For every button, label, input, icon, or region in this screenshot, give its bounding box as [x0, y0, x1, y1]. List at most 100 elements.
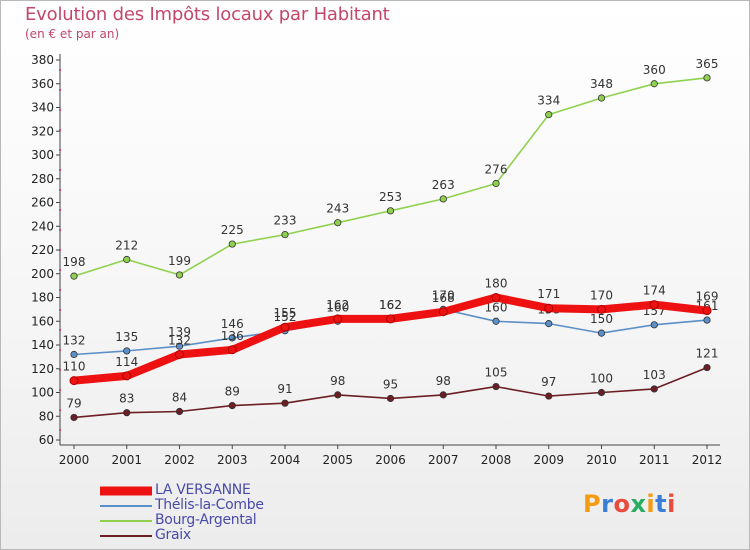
- y-tick-label: 120: [31, 362, 54, 376]
- data-point-graix: [492, 382, 500, 391]
- legend-swatch: [100, 534, 152, 537]
- series-line-bourg-argental: [73, 77, 708, 277]
- y-tick-label: 100: [31, 386, 54, 400]
- legend-swatch: [100, 519, 152, 522]
- logo-letter: x: [630, 490, 647, 518]
- x-tick-label: 2006: [375, 453, 406, 467]
- data-point-bourg-argental: [281, 230, 289, 239]
- data-point-la-versanne: [386, 314, 395, 324]
- logo-letter: i: [646, 490, 656, 518]
- data-label-la-versanne: 170: [590, 288, 613, 302]
- data-point-la-versanne: [333, 314, 343, 324]
- data-point-th-lis-la-combe: [597, 329, 606, 337]
- legend-label: LA VERSANNE: [155, 482, 251, 498]
- data-label-graix: 97: [541, 375, 556, 389]
- data-point-bourg-argental: [228, 240, 236, 248]
- data-label-la-versanne: 114: [115, 355, 138, 369]
- data-point-graix: [439, 391, 447, 399]
- data-point-graix: [703, 363, 711, 372]
- data-label-la-versanne: 180: [485, 277, 508, 291]
- data-point-graix: [175, 407, 184, 416]
- data-label-bourg-argental: 276: [485, 163, 508, 177]
- data-label-bourg-argental: 225: [221, 223, 244, 237]
- data-point-la-versanne: [175, 350, 184, 359]
- data-point-bourg-argental: [439, 195, 447, 203]
- data-label-graix: 105: [485, 366, 508, 380]
- data-point-bourg-argental: [703, 74, 711, 82]
- data-point-graix: [386, 394, 395, 403]
- y-tick-label: 60: [39, 433, 54, 447]
- data-point-graix: [281, 399, 289, 407]
- data-point-la-versanne: [702, 306, 712, 316]
- data-label-th-lis-la-combe: 139: [168, 325, 191, 339]
- data-label-th-lis-la-combe: 150: [590, 312, 613, 326]
- data-point-bourg-argental: [650, 80, 658, 88]
- data-label-la-versanne: 171: [537, 287, 560, 301]
- data-label-graix: 91: [277, 382, 292, 396]
- x-tick-label: 2011: [639, 453, 670, 467]
- data-label-la-versanne: 110: [63, 360, 86, 374]
- data-label-bourg-argental: 199: [168, 254, 191, 268]
- data-label-la-versanne: 168: [432, 291, 455, 305]
- data-label-th-lis-la-combe: 132: [63, 334, 86, 348]
- x-tick-label: 2004: [270, 453, 301, 467]
- data-point-bourg-argental: [545, 111, 553, 119]
- data-label-bourg-argental: 365: [696, 57, 719, 71]
- x-tick-label: 2008: [481, 453, 512, 467]
- y-tick-label: 220: [31, 243, 54, 257]
- data-point-la-versanne: [491, 293, 501, 302]
- data-label-graix: 98: [436, 374, 451, 388]
- data-label-bourg-argental: 348: [590, 77, 613, 91]
- y-tick-label: 260: [31, 196, 54, 210]
- x-tick-label: 2002: [164, 453, 195, 467]
- data-label-la-versanne: 162: [326, 298, 349, 312]
- data-label-bourg-argental: 360: [643, 63, 666, 77]
- legend-label: Bourg-Argental: [155, 512, 257, 528]
- data-label-graix: 84: [172, 391, 187, 405]
- data-point-th-lis-la-combe: [545, 320, 553, 328]
- legend-label: Graix: [155, 527, 191, 543]
- x-tick-label: 2010: [586, 453, 617, 467]
- x-tick-label: 2007: [428, 453, 459, 467]
- data-label-th-lis-la-combe: 160: [485, 300, 508, 314]
- data-point-la-versanne: [649, 300, 659, 310]
- data-point-graix: [334, 391, 342, 399]
- data-point-la-versanne: [227, 345, 237, 355]
- logo-letter: P: [583, 490, 602, 518]
- y-tick-label: 300: [31, 148, 54, 162]
- data-label-th-lis-la-combe: 152: [274, 310, 297, 324]
- data-point-th-lis-la-combe: [228, 334, 236, 342]
- data-label-th-lis-la-combe: 160: [326, 300, 349, 314]
- data-point-la-versanne: [69, 376, 79, 386]
- y-tick-label: 160: [31, 314, 54, 328]
- data-label-graix: 103: [643, 368, 666, 382]
- data-label-graix: 100: [590, 372, 613, 386]
- data-label-bourg-argental: 233: [274, 214, 297, 228]
- y-tick-label: 340: [31, 101, 54, 115]
- data-point-th-lis-la-combe: [492, 317, 500, 325]
- y-tick-label: 380: [31, 53, 54, 67]
- data-label-bourg-argental: 263: [432, 178, 455, 192]
- data-point-graix: [70, 413, 78, 422]
- data-label-bourg-argental: 253: [379, 190, 402, 204]
- data-label-bourg-argental: 198: [63, 255, 86, 269]
- x-tick-label: 2012: [692, 453, 723, 467]
- data-label-graix: 121: [696, 347, 719, 361]
- x-tick-label: 2000: [59, 453, 90, 467]
- data-point-la-versanne: [544, 303, 554, 313]
- x-tick-label: 2001: [111, 453, 142, 467]
- data-point-bourg-argental: [334, 219, 342, 227]
- data-label-graix: 89: [225, 385, 240, 399]
- legend-swatch: [100, 486, 152, 495]
- data-label-th-lis-la-combe: 135: [115, 330, 138, 344]
- data-point-bourg-argental: [492, 179, 500, 188]
- data-label-la-versanne: 162: [379, 298, 402, 312]
- data-point-bourg-argental: [70, 272, 78, 280]
- data-label-bourg-argental: 334: [537, 94, 560, 108]
- data-label-la-versanne: 132: [168, 334, 191, 348]
- data-point-th-lis-la-combe: [703, 316, 711, 324]
- data-label-la-versanne: 174: [643, 284, 666, 298]
- data-label-th-lis-la-combe: 146: [221, 317, 244, 331]
- data-point-la-versanne: [438, 307, 448, 317]
